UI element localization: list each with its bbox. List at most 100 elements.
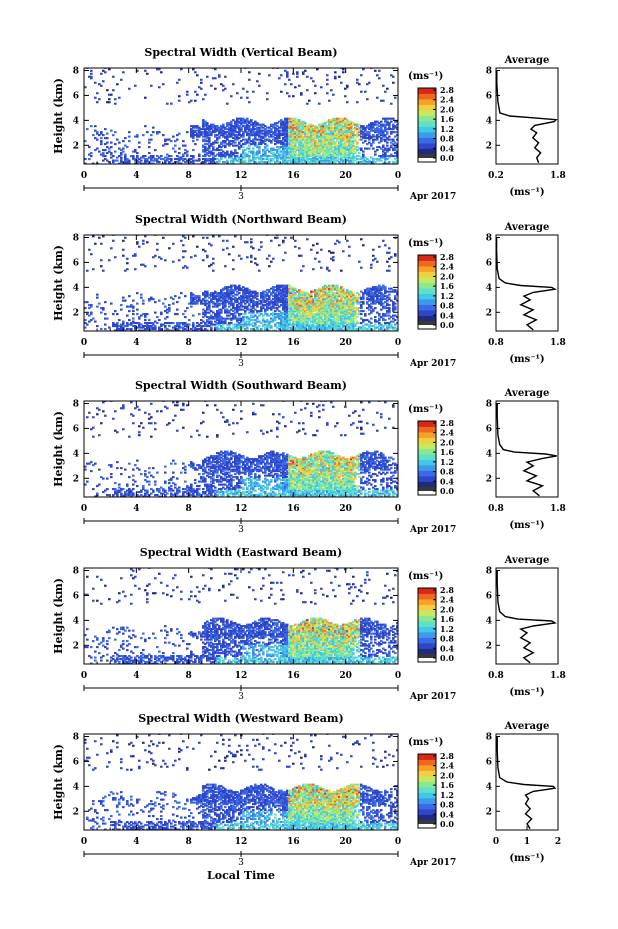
heatmap-cell [208,162,211,164]
heatmap-cell [100,72,103,75]
heatmap-cell [244,302,247,305]
heatmap-cell [288,311,291,314]
heatmap-cell [112,159,115,162]
heatmap-cell [338,144,341,147]
heatmap-cell [316,329,319,331]
heatmap-cell [258,138,261,141]
heatmap-cell [220,156,223,159]
heatmap-cell [360,132,363,135]
heatmap-cell [268,323,271,326]
heatmap-cell [242,317,245,320]
heatmap-cell [324,298,327,301]
heatmap-cell [124,161,127,164]
heatmap-cell [372,129,375,132]
heatmap-cell [230,302,233,305]
heatmap-cell [306,292,309,295]
heatmap-cell [126,262,129,265]
heatmap-cell [350,302,353,305]
heatmap-cell [332,286,335,289]
heatmap-cell [384,149,387,152]
heatmap-cell [166,322,169,325]
heatmap-cell [230,313,233,316]
heatmap-cell [342,138,345,141]
heatmap-cell [266,326,269,329]
heatmap-cell [218,74,221,77]
heatmap-cell [356,302,359,305]
heatmap-cell [304,141,307,144]
heatmap-cell [338,126,341,129]
heatmap-cell [244,292,247,295]
heatmap-cell [338,119,341,122]
heatmap-cell [302,120,305,123]
heatmap-cell [392,143,395,146]
heatmap-cell [274,153,277,156]
heatmap-cell [310,125,313,128]
heatmap-cell [366,98,369,101]
heatmap-cell [346,147,349,150]
heatmap-cell [230,293,233,296]
heatmap-cell [222,161,225,164]
heatmap-cell [308,128,311,131]
heatmap-cell [250,314,253,317]
heatmap-cell [316,158,319,161]
heatmap-cell [122,239,125,242]
heatmap-cell [326,266,329,269]
heatmap-cell [170,155,173,158]
heatmap-cell [150,326,153,329]
heatmap-cell [382,293,385,296]
heatmap-cell [202,146,205,149]
heatmap-cell [342,152,345,155]
heatmap-cell [328,125,331,128]
heatmap-cell [304,296,307,299]
heatmap-cell [274,143,277,146]
heatmap-cell [296,316,299,319]
heatmap-cell [124,159,127,162]
heatmap-cell [244,131,247,134]
heatmap-cell [212,235,215,238]
heatmap-cell [156,242,159,245]
heatmap-cell [376,295,379,298]
heatmap-cell [206,325,209,328]
y-axis-label: Height (km) [52,78,65,154]
heatmap-cell [284,302,287,305]
heatmap-cell [396,159,398,162]
heatmap-cell [360,126,363,129]
heatmap-cell [328,155,331,158]
heatmap-cell [374,158,377,161]
heatmap-cell [258,143,261,146]
heatmap-cell [290,150,293,153]
heatmap-cell [226,289,229,292]
heatmap-cell [104,317,107,320]
heatmap-cell [276,307,279,310]
heatmap-cell [320,317,323,320]
heatmap-cell [260,131,263,134]
heatmap-cell [214,68,217,71]
heatmap-cell [374,316,377,319]
heatmap-cell [284,325,287,328]
heatmap-cell [246,328,249,331]
heatmap-cell [238,141,241,144]
heatmap-cell [264,150,267,153]
heatmap-cell [378,322,381,325]
heatmap-cell [192,314,195,317]
heatmap-cell [330,319,333,322]
heatmap-cell [362,296,365,299]
heatmap-cell [254,262,257,265]
heatmap-cell [374,289,377,292]
heatmap-cell [300,149,303,152]
heatmap-cell [114,329,117,331]
heatmap-cell [262,320,265,323]
heatmap-cell [286,290,289,293]
heatmap-cell [230,284,233,287]
heatmap-cell [312,131,315,134]
heatmap-cell [222,304,225,307]
heatmap-cell [310,132,313,135]
heatmap-cell [270,128,273,131]
heatmap-cell [378,302,381,305]
heatmap-cell [380,126,383,129]
heatmap-cell [310,310,313,313]
heatmap-cell [96,305,99,308]
heatmap-cell [236,134,239,137]
heatmap-cell [394,131,397,134]
heatmap-cell [168,138,171,141]
